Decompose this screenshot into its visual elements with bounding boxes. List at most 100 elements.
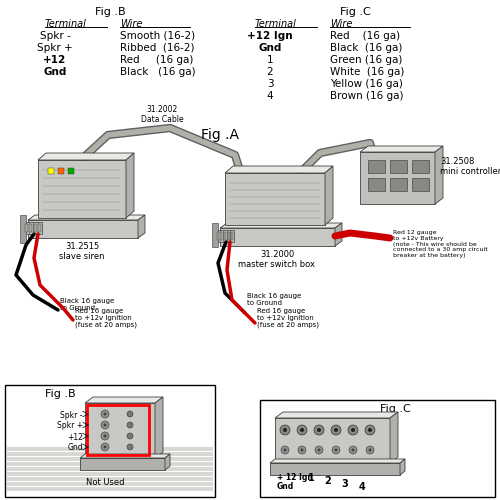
FancyBboxPatch shape	[412, 160, 429, 173]
FancyBboxPatch shape	[58, 168, 64, 174]
Polygon shape	[28, 215, 145, 220]
FancyBboxPatch shape	[7, 482, 213, 486]
FancyBboxPatch shape	[390, 178, 407, 191]
Text: Fig .A: Fig .A	[201, 128, 239, 142]
Polygon shape	[335, 223, 342, 246]
Polygon shape	[138, 215, 145, 238]
Polygon shape	[225, 166, 333, 173]
FancyBboxPatch shape	[25, 224, 28, 232]
Circle shape	[314, 425, 324, 435]
FancyBboxPatch shape	[220, 228, 335, 246]
Polygon shape	[435, 146, 443, 204]
Circle shape	[348, 425, 358, 435]
FancyBboxPatch shape	[7, 457, 213, 461]
Text: Green (16 ga): Green (16 ga)	[330, 55, 402, 65]
FancyBboxPatch shape	[7, 447, 213, 451]
FancyBboxPatch shape	[220, 232, 222, 239]
FancyBboxPatch shape	[216, 232, 219, 239]
Text: +12: +12	[67, 432, 83, 442]
FancyBboxPatch shape	[34, 224, 36, 232]
Circle shape	[334, 448, 338, 452]
Circle shape	[101, 410, 109, 418]
Text: Gnd: Gnd	[68, 444, 83, 452]
Text: White  (16 ga): White (16 ga)	[330, 67, 404, 77]
Polygon shape	[85, 397, 163, 403]
Circle shape	[127, 444, 133, 450]
Text: Red 16 gauge
to +12v Ignition
(fuse at 20 amps): Red 16 gauge to +12v Ignition (fuse at 2…	[75, 308, 137, 328]
Text: 2: 2	[266, 67, 274, 77]
Text: Red    (16 ga): Red (16 ga)	[330, 31, 400, 41]
FancyBboxPatch shape	[270, 463, 400, 475]
FancyBboxPatch shape	[30, 224, 32, 232]
Circle shape	[283, 428, 287, 432]
Circle shape	[331, 425, 341, 435]
Text: Fig .B: Fig .B	[94, 7, 126, 17]
Text: 1: 1	[266, 55, 274, 65]
Circle shape	[127, 411, 133, 417]
Text: 1: 1	[308, 473, 314, 483]
Polygon shape	[270, 459, 405, 463]
Text: Brown (16 ga): Brown (16 ga)	[330, 91, 404, 101]
Polygon shape	[275, 412, 398, 418]
Circle shape	[101, 443, 109, 451]
Circle shape	[101, 421, 109, 429]
FancyBboxPatch shape	[231, 232, 234, 239]
FancyBboxPatch shape	[28, 220, 138, 238]
Circle shape	[317, 428, 321, 432]
Circle shape	[297, 425, 307, 435]
Text: 3: 3	[266, 79, 274, 89]
Text: 4: 4	[358, 482, 366, 492]
Circle shape	[298, 446, 306, 454]
Text: Gnd: Gnd	[277, 482, 294, 491]
Text: 31.2002
Data Cable: 31.2002 Data Cable	[140, 104, 184, 124]
Circle shape	[101, 432, 109, 440]
FancyBboxPatch shape	[225, 173, 325, 225]
Text: Fig .C: Fig .C	[340, 7, 370, 17]
FancyBboxPatch shape	[224, 232, 226, 239]
Circle shape	[315, 446, 323, 454]
Circle shape	[104, 446, 106, 448]
FancyBboxPatch shape	[216, 230, 234, 242]
Circle shape	[368, 428, 372, 432]
FancyBboxPatch shape	[260, 400, 495, 497]
FancyBboxPatch shape	[7, 472, 213, 476]
Text: Spkr -: Spkr -	[60, 410, 83, 420]
Text: Black  (16 ga): Black (16 ga)	[330, 43, 402, 53]
Text: Fig .B: Fig .B	[45, 389, 76, 399]
Circle shape	[280, 425, 290, 435]
FancyBboxPatch shape	[7, 467, 213, 471]
Polygon shape	[400, 459, 405, 475]
Circle shape	[351, 428, 355, 432]
FancyBboxPatch shape	[368, 160, 385, 173]
FancyBboxPatch shape	[48, 168, 54, 174]
Circle shape	[104, 412, 106, 416]
Text: Terminal: Terminal	[45, 19, 87, 29]
Text: Black 16 gauge
to Ground: Black 16 gauge to Ground	[60, 298, 114, 311]
Polygon shape	[38, 153, 134, 160]
Circle shape	[334, 428, 338, 432]
Text: 31.2508
mini controller: 31.2508 mini controller	[440, 157, 500, 176]
Circle shape	[368, 448, 372, 452]
FancyBboxPatch shape	[68, 168, 74, 174]
Text: Terminal: Terminal	[255, 19, 297, 29]
Text: Gnd: Gnd	[258, 43, 281, 53]
Text: 4: 4	[266, 91, 274, 101]
FancyBboxPatch shape	[80, 458, 165, 470]
Text: +12 Ign: +12 Ign	[247, 31, 293, 41]
Text: Gnd: Gnd	[44, 67, 66, 77]
Text: Wire: Wire	[120, 19, 142, 29]
Circle shape	[104, 424, 106, 426]
Text: + 12 Ign: + 12 Ign	[277, 473, 313, 482]
Circle shape	[300, 428, 304, 432]
Text: 2: 2	[324, 476, 332, 486]
Text: Not Used: Not Used	[86, 478, 124, 487]
FancyBboxPatch shape	[228, 232, 230, 239]
Polygon shape	[360, 146, 443, 152]
Polygon shape	[155, 397, 163, 458]
Circle shape	[127, 433, 133, 439]
FancyBboxPatch shape	[20, 215, 26, 243]
Polygon shape	[165, 454, 170, 470]
Text: Black   (16 ga): Black (16 ga)	[120, 67, 196, 77]
Text: Smooth (16-2): Smooth (16-2)	[120, 31, 195, 41]
Text: Red 12 gauge
to +12v Battery
(note - This wire should be
connected to a 30 amp c: Red 12 gauge to +12v Battery (note - Thi…	[393, 230, 488, 258]
